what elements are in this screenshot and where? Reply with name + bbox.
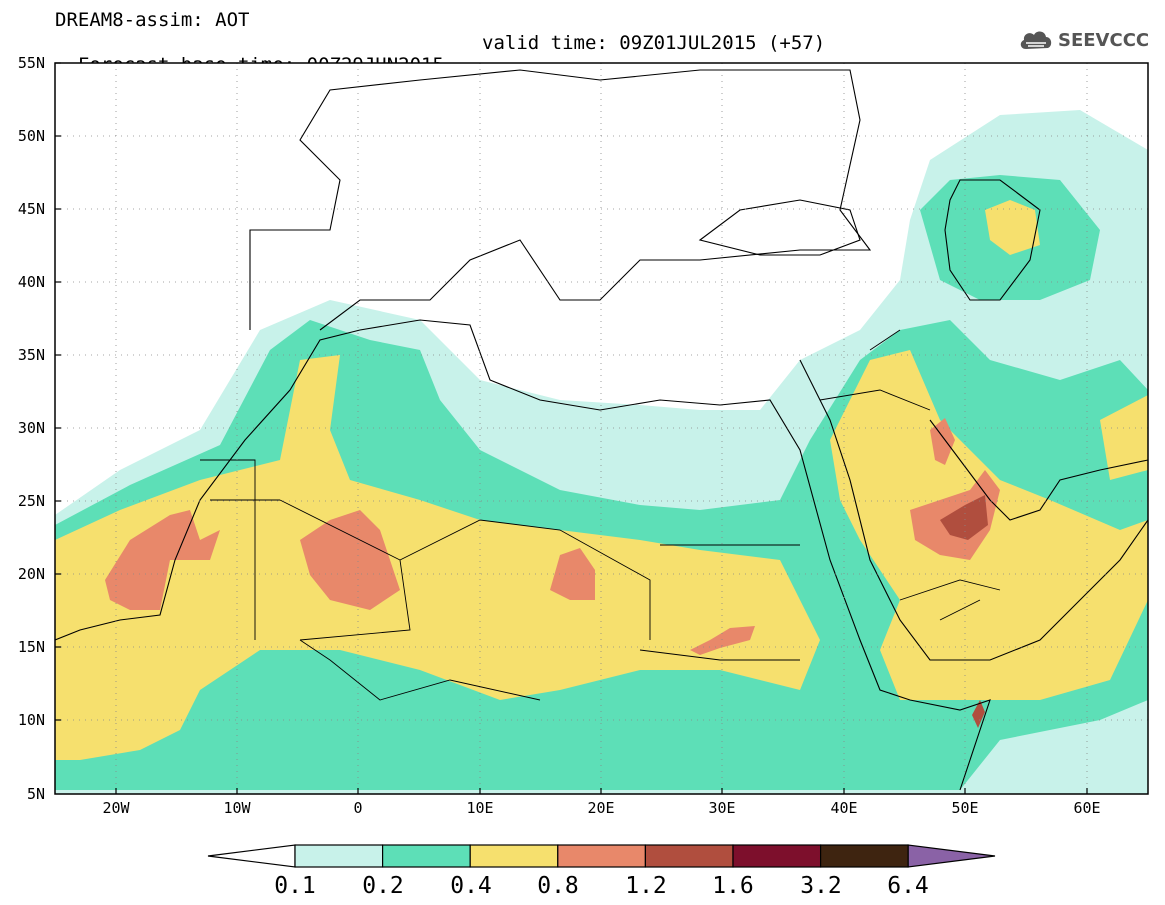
colorbar-box (382, 844, 471, 868)
colorbar-label: 0.2 (362, 873, 404, 899)
lat-labels: 55N 50N 45N 40N 35N 30N 25N 20N 15N 10N … (18, 54, 45, 803)
seevccc-logo: SEEVCCC (1018, 25, 1149, 55)
aot-level-1.2 (940, 495, 988, 540)
colorbar-labels: 0.1 0.2 0.4 0.8 1.2 1.6 3.2 6.4 (274, 873, 929, 899)
lat-label: 15N (18, 638, 45, 656)
lon-label: 0 (353, 799, 362, 817)
middle-east-borders (819, 329, 1001, 621)
colorbar-box (557, 844, 646, 868)
europe-coast (249, 69, 872, 331)
lon-label: 50E (951, 799, 978, 817)
africa-coast (55, 319, 991, 791)
lat-label: 20N (18, 565, 45, 583)
black-sea-coast (698, 199, 861, 256)
aot-field (55, 110, 1148, 794)
colorbar-box (469, 844, 559, 868)
lon-label: 30E (708, 799, 735, 817)
colorbar-label: 0.1 (274, 873, 316, 899)
coastlines (55, 69, 1148, 791)
lat-label: 25N (18, 492, 45, 510)
colorbar-label: 1.6 (712, 873, 754, 899)
aot-level-0.4-caspian (985, 200, 1040, 255)
aot-level-0.4 (55, 355, 820, 760)
lat-label: 40N (18, 273, 45, 291)
colorbar-box (819, 844, 909, 868)
lat-label: 5N (27, 785, 45, 803)
lon-label: 20W (102, 799, 130, 817)
lat-label: 35N (18, 346, 45, 364)
colorbar-box (294, 844, 384, 868)
lon-labels: 20W 10W 0 10E 20E 30E 40E 50E 60E (102, 799, 1100, 817)
logo-text: SEEVCCC (1058, 29, 1150, 51)
graticule (55, 63, 1148, 794)
colorbar-label: 0.8 (537, 873, 579, 899)
arabia-coast (799, 359, 1148, 661)
aot-level-1.2-yemen (972, 700, 985, 728)
colorbar-boxes (207, 844, 996, 868)
caspian-coast (944, 179, 1041, 301)
colorbar-label: 0.4 (450, 873, 492, 899)
aot-level-0.8-iraq (930, 418, 955, 465)
lat-label: 45N (18, 200, 45, 218)
lon-label: 10W (223, 799, 251, 817)
aot-level-0.4-iran (1100, 395, 1148, 480)
valid-time: valid time: 09Z01JUL2015 (+57) (482, 32, 826, 54)
colorbar-label: 3.2 (800, 873, 842, 899)
colorbar-under-arrow (207, 844, 296, 868)
cloud-icon (1020, 31, 1052, 49)
colorbar-box (732, 844, 822, 868)
colorbar-label: 6.4 (887, 873, 929, 899)
lat-label: 55N (18, 54, 45, 72)
sahel-borders (200, 459, 800, 701)
aot-level-0.8-algeria (300, 510, 400, 610)
lat-label: 10N (18, 711, 45, 729)
lat-label: 50N (18, 127, 45, 145)
lon-label: 40E (830, 799, 857, 817)
colorbar-label: 1.2 (625, 873, 667, 899)
lon-label: 10E (466, 799, 493, 817)
axis-ticks (55, 62, 1088, 794)
aot-level-0.8-west (105, 510, 220, 610)
aot-level-0.8-libya (550, 548, 595, 600)
lat-label: 30N (18, 419, 45, 437)
map-title: DREAM8-assim: AOT (55, 9, 250, 31)
colorbar-over-arrow (907, 844, 996, 868)
aot-level-0.8-sudan (690, 626, 755, 655)
colorbar-box (644, 844, 734, 868)
gulf-coast (929, 419, 1148, 521)
lon-label: 20E (587, 799, 614, 817)
lon-label: 60E (1073, 799, 1100, 817)
